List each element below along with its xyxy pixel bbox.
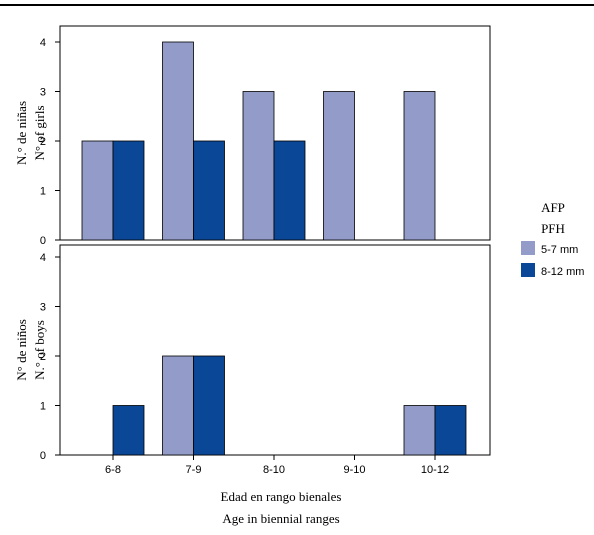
legend-swatch-5-7mm	[521, 241, 535, 255]
legend-title-line-2: PFH	[541, 221, 565, 236]
panel-boys: 0 1 2 3 4 N° de niños N.° of boys	[14, 244, 491, 462]
top-rule	[0, 4, 594, 6]
legend-swatch-8-12mm	[521, 263, 535, 277]
legend: AFP PFH 5-7 mm 8-12 mm	[521, 200, 584, 278]
x-tick-label: 9-10	[343, 464, 365, 476]
y-tick-label: 0	[40, 450, 46, 462]
bar-girls-8-10-8-12mm	[273, 140, 306, 241]
bar-boys-7-9-5-7mm	[162, 355, 194, 456]
y-tick-label: 2	[40, 351, 46, 363]
bar-girls-7-9-5-7mm	[162, 41, 194, 241]
y-tick-label: 2	[40, 136, 46, 148]
bar-girls-6-8-5-7mm	[81, 140, 114, 241]
y-axis-label: N.° de niñas	[14, 101, 29, 165]
bar-girls-7-9-8-12mm	[193, 140, 225, 241]
x-tick-label: 8-10	[263, 464, 285, 476]
y-tick-label: 4	[40, 37, 46, 49]
legend-label-5-7mm: 5-7 mm	[541, 244, 578, 256]
bar-boys-10-12-5-7mm	[403, 405, 436, 456]
panel-frame	[59, 244, 491, 456]
panels-layer: 0 1 2 3 4 N.° de niñas N° of girls 0 1 2 3 4 N° de n…	[14, 25, 491, 462]
bar-boys-10-12-8-12mm	[434, 405, 467, 456]
bar-boys-7-9-8-12mm	[193, 355, 225, 456]
bar-girls-6-8-8-12mm	[112, 140, 145, 241]
y-axis-label: N° de niños	[14, 319, 29, 381]
y-tick-label: 3	[40, 302, 46, 314]
bar-girls-10-12-5-7mm	[403, 91, 436, 241]
y-tick-label: 1	[40, 186, 46, 198]
bar-girls-8-10-5-7mm	[242, 91, 275, 241]
legend-title-line-1: AFP	[541, 200, 565, 215]
panel-girls: 0 1 2 3 4 N.° de niñas N° of girls	[14, 25, 491, 247]
x-tick-label: 6-8	[105, 464, 121, 476]
x-axis-label-en: Age in biennial ranges	[222, 511, 339, 526]
y-axis-label: N.° of boys	[32, 320, 47, 380]
y-tick-label: 4	[40, 252, 46, 264]
y-tick-label: 3	[40, 87, 46, 99]
bar-girls-9-10-5-7mm	[323, 91, 355, 241]
x-tick-label: 7-9	[186, 464, 202, 476]
x-axis-label-es: Edad en rango bienales	[221, 489, 342, 504]
y-axis-label: N° of girls	[32, 105, 47, 160]
x-tick-label: 10-12	[421, 464, 449, 476]
x-axis: 6-8 7-9 8-10 9-10 10-12	[105, 455, 449, 476]
bar-boys-6-8-8-12mm	[112, 405, 145, 456]
y-tick-label: 1	[40, 401, 46, 413]
legend-label-8-12mm: 8-12 mm	[541, 266, 584, 278]
y-tick-label: 0	[40, 235, 46, 247]
